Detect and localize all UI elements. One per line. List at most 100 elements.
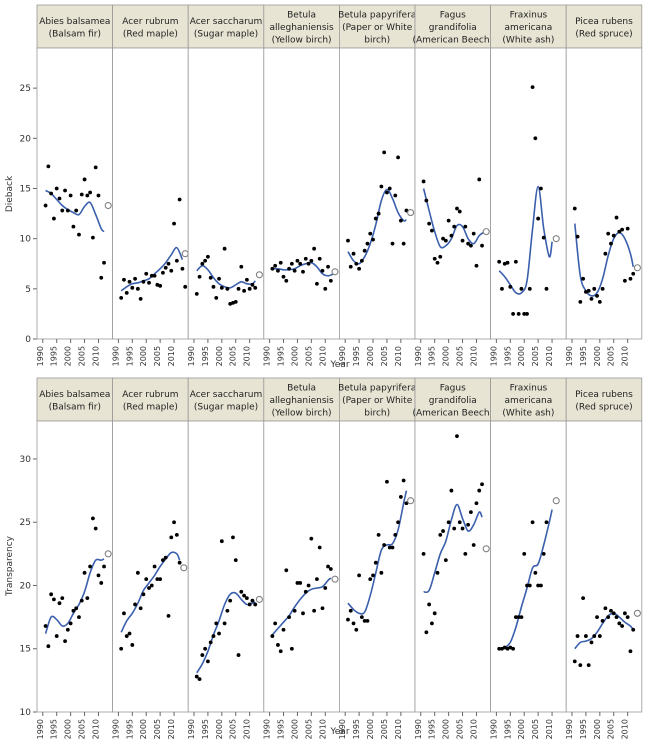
data-point xyxy=(326,564,330,569)
x-tick-label: 2010 xyxy=(318,346,327,366)
x-tick-label: 1990 xyxy=(414,719,423,739)
x-tick-label: 2010 xyxy=(318,719,327,739)
facet-title: Picea rubens xyxy=(575,17,633,27)
x-tick-label: 2000 xyxy=(290,346,299,366)
facet-header xyxy=(36,4,113,49)
data-point xyxy=(519,615,524,620)
data-point xyxy=(443,238,448,243)
data-point xyxy=(480,243,484,248)
data-point xyxy=(124,634,129,638)
data-point xyxy=(539,583,543,588)
x-tick-label: 2000 xyxy=(593,719,602,739)
x-tick-label: 2010 xyxy=(92,346,101,366)
data-point xyxy=(289,646,294,651)
x-tick-label: 1995 xyxy=(579,346,588,366)
data-point xyxy=(60,596,65,601)
data-point xyxy=(382,543,387,547)
data-point xyxy=(320,268,325,273)
data-point xyxy=(270,634,275,638)
data-point xyxy=(298,261,303,266)
x-tick-label: 1995 xyxy=(201,346,210,366)
data-point xyxy=(158,283,163,288)
data-point xyxy=(85,193,90,198)
facet-panel: Picea rubens (Red spruce) 1990 1995 2000 2005… xyxy=(565,4,643,366)
data-point xyxy=(500,286,504,291)
data-point xyxy=(513,259,518,264)
x-tick-label: 1990 xyxy=(338,346,347,366)
data-point xyxy=(295,258,300,263)
facet-header xyxy=(112,377,189,422)
data-point xyxy=(387,186,392,191)
facet-title: (Sugar maple) xyxy=(194,402,258,412)
data-point xyxy=(141,279,146,284)
x-tick-label: 2000 xyxy=(366,719,375,739)
facet-panel: Acer rubrum (Red maple) 1990 1995 2000 2005 20… xyxy=(111,4,189,366)
facet-title: Betula xyxy=(287,384,316,394)
x-tick-label: 1990 xyxy=(338,719,347,739)
data-point xyxy=(600,619,605,623)
data-point xyxy=(180,266,185,271)
x-tick-label: 2010 xyxy=(470,346,479,366)
data-point xyxy=(424,198,429,203)
data-point xyxy=(323,586,328,590)
x-tick-label: 1990 xyxy=(111,719,120,739)
data-point xyxy=(303,589,308,594)
data-point xyxy=(348,608,353,613)
facet-header xyxy=(36,377,113,422)
y-tick-label: 15 xyxy=(20,645,31,655)
data-point xyxy=(149,583,154,588)
data-point xyxy=(177,197,182,202)
data-point xyxy=(96,573,101,578)
data-point xyxy=(592,286,597,291)
data-point xyxy=(457,209,462,214)
data-point xyxy=(174,258,179,263)
facet-title: Fagus xyxy=(440,384,466,394)
data-point xyxy=(474,501,479,506)
data-point xyxy=(46,164,51,169)
data-point xyxy=(432,256,437,261)
facet-panel: Fagus grandifolia (American Beech) 1990 1995… xyxy=(412,377,493,739)
data-point xyxy=(466,241,471,246)
data-point xyxy=(60,208,65,213)
facet-title: (Balsam fir) xyxy=(49,402,101,412)
data-point xyxy=(611,611,616,616)
data-point xyxy=(52,216,56,221)
x-tick-label: 2000 xyxy=(64,346,73,366)
data-point xyxy=(222,621,227,626)
data-point xyxy=(217,631,221,636)
data-point xyxy=(387,545,392,550)
data-point xyxy=(96,193,101,198)
data-point xyxy=(236,286,241,291)
data-point xyxy=(443,558,448,563)
chart-block-transparency: Transparency 10 15 20 25 30 Year Abies balsamea… xyxy=(5,377,643,739)
data-point xyxy=(346,617,350,622)
x-tick-label: 1995 xyxy=(277,346,286,366)
facet-title: Acer saccharum xyxy=(190,17,263,27)
smoother-line xyxy=(196,591,256,674)
data-point xyxy=(575,234,580,239)
data-point xyxy=(169,268,174,273)
x-axis-label: Year xyxy=(329,360,349,370)
data-point xyxy=(326,264,330,269)
data-point xyxy=(373,216,378,221)
data-point xyxy=(527,583,532,588)
open-point xyxy=(552,497,560,505)
open-point xyxy=(181,250,189,258)
data-point xyxy=(430,228,434,233)
x-tick-label: 1990 xyxy=(489,346,498,366)
facet-title: (Balsam fir) xyxy=(49,29,101,39)
data-point xyxy=(468,510,473,514)
data-point xyxy=(306,583,311,588)
smoother-line xyxy=(45,189,105,233)
facet-title: americana xyxy=(505,23,553,33)
data-point xyxy=(298,581,303,585)
x-tick-label: 2000 xyxy=(215,346,224,366)
data-point xyxy=(124,290,129,295)
x-tick-label: 1990 xyxy=(187,719,196,739)
data-point xyxy=(382,150,387,155)
data-point xyxy=(390,241,395,246)
data-point xyxy=(446,218,451,223)
x-tick-label: 1995 xyxy=(352,346,361,366)
data-point xyxy=(438,532,443,537)
data-point xyxy=(219,539,224,544)
